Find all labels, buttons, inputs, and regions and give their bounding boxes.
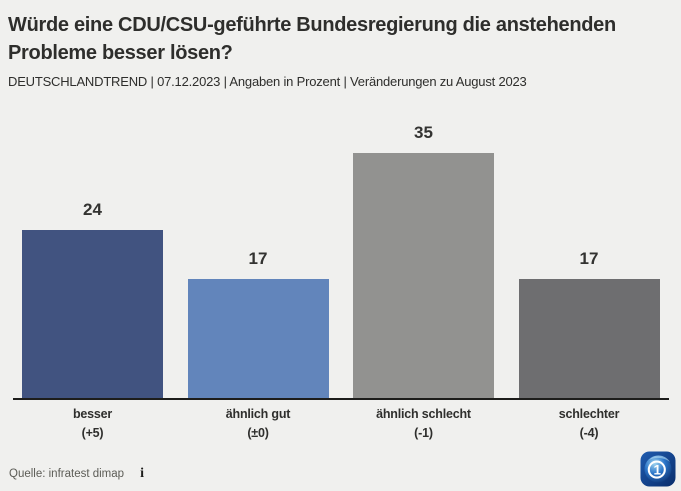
bar-column-aehnlich-schlecht: 35: [353, 123, 494, 398]
change-label: (±0): [247, 426, 269, 440]
category-label-besser: besser (+5): [22, 407, 163, 440]
value-label: 17: [248, 249, 268, 268]
chart-subtitle: DEUTSCHLANDTREND | 07.12.2023 | Angaben …: [8, 74, 527, 89]
bar-aehnlich-gut: [187, 279, 329, 398]
change-label: (+5): [81, 426, 104, 440]
ard-logo-icon: 1: [640, 451, 676, 487]
category-label: ähnlich gut: [225, 407, 291, 421]
info-icon[interactable]: i: [140, 466, 144, 481]
value-label: 17: [579, 249, 599, 268]
value-label: 24: [83, 200, 102, 219]
svg-text:1: 1: [653, 463, 661, 478]
bar-aehnlich-schlecht: [353, 153, 494, 398]
category-label-schlechter: schlechter (-4): [519, 407, 660, 440]
plot-area: 24 17 35 17: [13, 110, 669, 400]
bar-column-schlechter: 17: [518, 249, 660, 398]
bar-chart: 24 17 35 17 besser (+5) ähnlich gut (±0)…: [13, 110, 669, 440]
category-label: ähnlich schlecht: [376, 407, 471, 421]
bar-column-besser: 24: [22, 200, 163, 398]
category-label-aehnlich-gut: ähnlich gut (±0): [188, 407, 329, 440]
source-text: Quelle: infratest dimap: [9, 468, 125, 480]
bar-column-aehnlich-gut: 17: [187, 249, 329, 398]
value-label: 35: [414, 123, 433, 142]
header: Würde eine CDU/CSU-geführte Bundesregier…: [0, 0, 681, 89]
change-label: (-1): [414, 426, 433, 440]
category-label-aehnlich-schlecht: ähnlich schlecht (-1): [353, 407, 494, 440]
category-label: schlechter: [558, 407, 620, 421]
change-label: (-4): [579, 426, 599, 440]
bar-schlechter: [518, 279, 660, 398]
chart-title: Würde eine CDU/CSU-geführte Bundesregier…: [8, 14, 616, 64]
x-axis-labels: besser (+5) ähnlich gut (±0) ähnlich sch…: [13, 400, 669, 440]
bar-besser: [22, 230, 163, 398]
category-label: besser: [72, 407, 113, 421]
source-line: Quelle: infratest dimap i: [9, 466, 144, 482]
